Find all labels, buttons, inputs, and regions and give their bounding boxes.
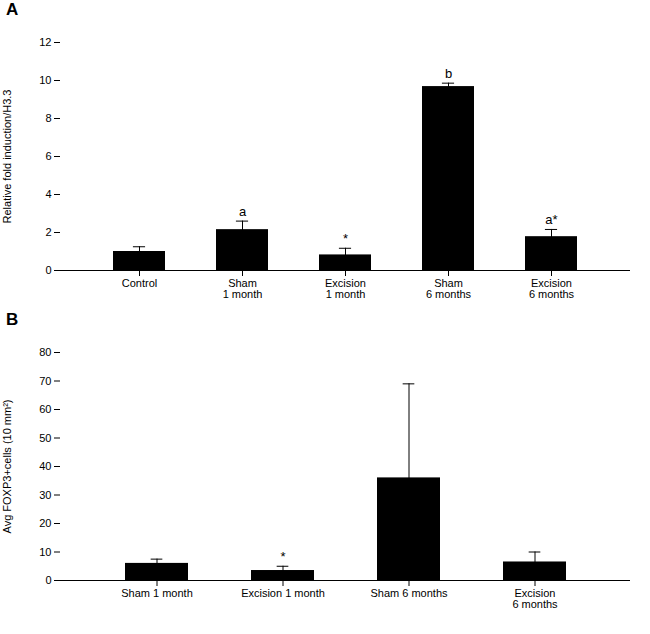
svg-text:6: 6: [45, 150, 51, 162]
svg-text:Sham 6 months: Sham 6 months: [370, 587, 448, 599]
svg-text:70: 70: [39, 375, 51, 387]
svg-text:Excision 1 month: Excision 1 month: [241, 587, 325, 599]
svg-text:Sham6 months: Sham6 months: [426, 277, 472, 300]
svg-text:Sham 1 month: Sham 1 month: [121, 587, 193, 599]
svg-text:12: 12: [39, 36, 51, 48]
svg-text:Excision1 month: Excision1 month: [325, 277, 366, 300]
svg-text:40: 40: [39, 460, 51, 472]
svg-text:Relative fold induction/H3.3: Relative fold induction/H3.3: [1, 90, 13, 224]
svg-text:*: *: [343, 231, 348, 246]
svg-text:50: 50: [39, 432, 51, 444]
svg-text:0: 0: [45, 574, 51, 586]
html-text:A: A: [6, 0, 19, 19]
svg-text:80: 80: [39, 346, 51, 358]
svg-text:10: 10: [39, 546, 51, 558]
svg-text:10: 10: [39, 74, 51, 86]
svg-text:Avg FOXP3+cells (10 mm²): Avg FOXP3+cells (10 mm²): [1, 400, 13, 534]
svg-text:Sham1 month: Sham1 month: [223, 277, 263, 300]
svg-text:4: 4: [45, 188, 51, 200]
svg-text:30: 30: [39, 489, 51, 501]
svg-text:2: 2: [45, 226, 51, 238]
html-text:B: B: [6, 310, 19, 329]
svg-text:Control: Control: [122, 277, 157, 289]
svg-text:20: 20: [39, 517, 51, 529]
svg-text:a*: a*: [545, 212, 557, 227]
svg-text:*: *: [280, 549, 285, 564]
svg-text:0: 0: [45, 264, 51, 276]
svg-text:Excision6 months: Excision6 months: [529, 277, 575, 300]
svg-text:b: b: [445, 66, 452, 81]
svg-text:Excision6 months: Excision6 months: [512, 587, 558, 610]
svg-text:a: a: [239, 204, 247, 219]
svg-text:60: 60: [39, 403, 51, 415]
svg-text:8: 8: [45, 112, 51, 124]
